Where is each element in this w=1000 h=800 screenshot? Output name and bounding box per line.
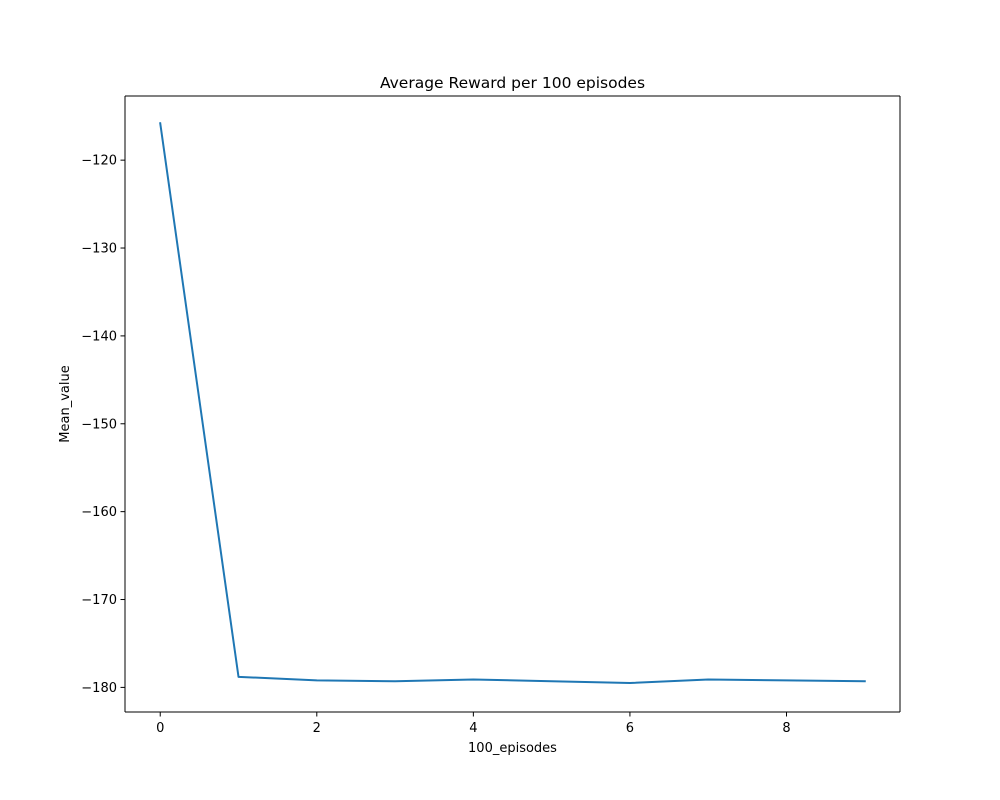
y-tick-label: −160 (81, 505, 117, 520)
x-tick-label: 6 (626, 721, 634, 736)
y-tick-label: −140 (81, 329, 117, 344)
x-tick-label: 4 (469, 721, 477, 736)
x-tick-label: 8 (782, 721, 790, 736)
x-tick-label: 2 (313, 721, 321, 736)
y-tick-label: −130 (81, 242, 117, 257)
y-tick-label: −120 (81, 154, 117, 169)
y-axis-title: Mean_value (58, 365, 73, 442)
series-line-0 (159, 122, 866, 684)
y-tick-label: −170 (81, 593, 117, 608)
plot-area: 0 2 4 6 8 −120 −130 −140 −150 −160 −170 −180 (81, 95, 901, 736)
x-tick-label: 0 (156, 721, 164, 736)
y-tick-label: −180 (81, 681, 117, 696)
chart-title: Average Reward per 100 episodes (380, 74, 645, 92)
y-tick-label: −150 (81, 417, 117, 432)
x-axis-title: 100_episodes (468, 741, 557, 756)
